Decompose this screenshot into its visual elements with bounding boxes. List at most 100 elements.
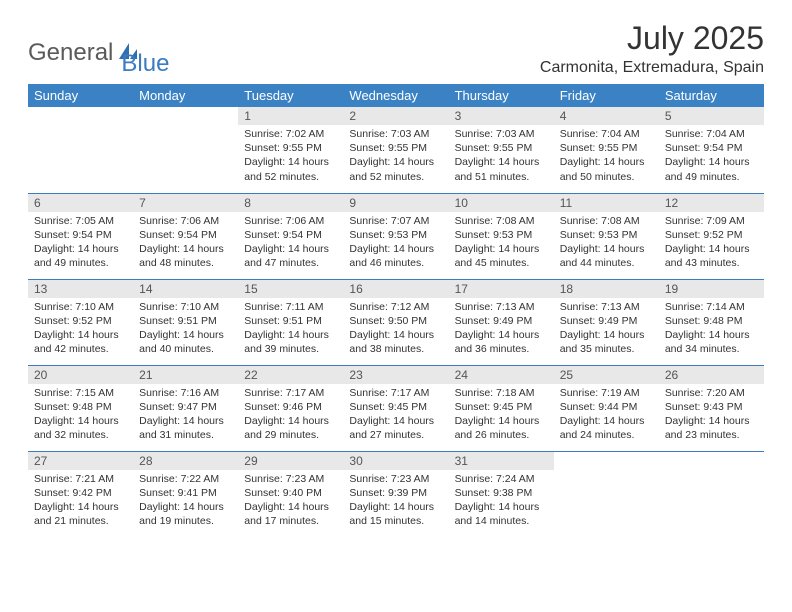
day-details: Sunrise: 7:10 AMSunset: 9:51 PMDaylight:… — [133, 298, 238, 361]
day-number: 31 — [449, 452, 554, 470]
day-number: 10 — [449, 194, 554, 212]
calendar-cell: 19Sunrise: 7:14 AMSunset: 9:48 PMDayligh… — [659, 279, 764, 365]
header: General Blue July 2025 Carmonita, Extrem… — [28, 20, 764, 78]
day-number: 1 — [238, 107, 343, 125]
day-details: Sunrise: 7:11 AMSunset: 9:51 PMDaylight:… — [238, 298, 343, 361]
logo-text-general: General — [28, 39, 113, 67]
calendar-table: Sunday Monday Tuesday Wednesday Thursday… — [28, 84, 764, 537]
day-details: Sunrise: 7:10 AMSunset: 9:52 PMDaylight:… — [28, 298, 133, 361]
day-number: 26 — [659, 366, 764, 384]
calendar-row: 20Sunrise: 7:15 AMSunset: 9:48 PMDayligh… — [28, 365, 764, 451]
weekday-wednesday: Wednesday — [343, 84, 448, 107]
calendar-cell — [133, 107, 238, 193]
calendar-cell: 1Sunrise: 7:02 AMSunset: 9:55 PMDaylight… — [238, 107, 343, 193]
weekday-saturday: Saturday — [659, 84, 764, 107]
day-details: Sunrise: 7:23 AMSunset: 9:40 PMDaylight:… — [238, 470, 343, 533]
day-details: Sunrise: 7:22 AMSunset: 9:41 PMDaylight:… — [133, 470, 238, 533]
calendar-cell: 20Sunrise: 7:15 AMSunset: 9:48 PMDayligh… — [28, 365, 133, 451]
weekday-monday: Monday — [133, 84, 238, 107]
day-number: 29 — [238, 452, 343, 470]
day-number: 15 — [238, 280, 343, 298]
calendar-cell: 13Sunrise: 7:10 AMSunset: 9:52 PMDayligh… — [28, 279, 133, 365]
day-number: 19 — [659, 280, 764, 298]
day-number: 30 — [343, 452, 448, 470]
calendar-cell: 11Sunrise: 7:08 AMSunset: 9:53 PMDayligh… — [554, 193, 659, 279]
day-number: 16 — [343, 280, 448, 298]
month-title: July 2025 — [540, 20, 764, 57]
day-details: Sunrise: 7:02 AMSunset: 9:55 PMDaylight:… — [238, 125, 343, 188]
calendar-cell: 4Sunrise: 7:04 AMSunset: 9:55 PMDaylight… — [554, 107, 659, 193]
day-details: Sunrise: 7:09 AMSunset: 9:52 PMDaylight:… — [659, 212, 764, 275]
calendar-row: 27Sunrise: 7:21 AMSunset: 9:42 PMDayligh… — [28, 451, 764, 537]
calendar-cell: 7Sunrise: 7:06 AMSunset: 9:54 PMDaylight… — [133, 193, 238, 279]
calendar-cell: 30Sunrise: 7:23 AMSunset: 9:39 PMDayligh… — [343, 451, 448, 537]
day-details: Sunrise: 7:03 AMSunset: 9:55 PMDaylight:… — [449, 125, 554, 188]
calendar-cell: 2Sunrise: 7:03 AMSunset: 9:55 PMDaylight… — [343, 107, 448, 193]
calendar-cell: 26Sunrise: 7:20 AMSunset: 9:43 PMDayligh… — [659, 365, 764, 451]
calendar-row: 1Sunrise: 7:02 AMSunset: 9:55 PMDaylight… — [28, 107, 764, 193]
weekday-tuesday: Tuesday — [238, 84, 343, 107]
logo: General Blue — [28, 20, 169, 78]
calendar-cell: 16Sunrise: 7:12 AMSunset: 9:50 PMDayligh… — [343, 279, 448, 365]
day-details: Sunrise: 7:04 AMSunset: 9:55 PMDaylight:… — [554, 125, 659, 188]
day-number: 12 — [659, 194, 764, 212]
day-details: Sunrise: 7:13 AMSunset: 9:49 PMDaylight:… — [554, 298, 659, 361]
day-number: 17 — [449, 280, 554, 298]
day-number: 18 — [554, 280, 659, 298]
calendar-cell — [28, 107, 133, 193]
day-number: 23 — [343, 366, 448, 384]
day-number: 14 — [133, 280, 238, 298]
day-number: 27 — [28, 452, 133, 470]
calendar-cell: 24Sunrise: 7:18 AMSunset: 9:45 PMDayligh… — [449, 365, 554, 451]
calendar-row: 6Sunrise: 7:05 AMSunset: 9:54 PMDaylight… — [28, 193, 764, 279]
calendar-cell: 28Sunrise: 7:22 AMSunset: 9:41 PMDayligh… — [133, 451, 238, 537]
day-number: 21 — [133, 366, 238, 384]
day-details: Sunrise: 7:05 AMSunset: 9:54 PMDaylight:… — [28, 212, 133, 275]
day-number: 11 — [554, 194, 659, 212]
location: Carmonita, Extremadura, Spain — [540, 59, 764, 77]
calendar-cell: 12Sunrise: 7:09 AMSunset: 9:52 PMDayligh… — [659, 193, 764, 279]
calendar-cell: 17Sunrise: 7:13 AMSunset: 9:49 PMDayligh… — [449, 279, 554, 365]
day-details: Sunrise: 7:14 AMSunset: 9:48 PMDaylight:… — [659, 298, 764, 361]
calendar-cell — [659, 451, 764, 537]
calendar-cell: 31Sunrise: 7:24 AMSunset: 9:38 PMDayligh… — [449, 451, 554, 537]
day-details: Sunrise: 7:03 AMSunset: 9:55 PMDaylight:… — [343, 125, 448, 188]
day-details: Sunrise: 7:20 AMSunset: 9:43 PMDaylight:… — [659, 384, 764, 447]
day-number: 3 — [449, 107, 554, 125]
day-number: 2 — [343, 107, 448, 125]
calendar-cell: 15Sunrise: 7:11 AMSunset: 9:51 PMDayligh… — [238, 279, 343, 365]
calendar-cell: 29Sunrise: 7:23 AMSunset: 9:40 PMDayligh… — [238, 451, 343, 537]
calendar-cell: 5Sunrise: 7:04 AMSunset: 9:54 PMDaylight… — [659, 107, 764, 193]
day-number: 9 — [343, 194, 448, 212]
day-details: Sunrise: 7:17 AMSunset: 9:46 PMDaylight:… — [238, 384, 343, 447]
calendar-cell: 9Sunrise: 7:07 AMSunset: 9:53 PMDaylight… — [343, 193, 448, 279]
day-details: Sunrise: 7:19 AMSunset: 9:44 PMDaylight:… — [554, 384, 659, 447]
day-number: 24 — [449, 366, 554, 384]
calendar-cell: 21Sunrise: 7:16 AMSunset: 9:47 PMDayligh… — [133, 365, 238, 451]
day-details: Sunrise: 7:18 AMSunset: 9:45 PMDaylight:… — [449, 384, 554, 447]
day-number: 13 — [28, 280, 133, 298]
calendar-row: 13Sunrise: 7:10 AMSunset: 9:52 PMDayligh… — [28, 279, 764, 365]
day-number: 7 — [133, 194, 238, 212]
day-number: 28 — [133, 452, 238, 470]
calendar-cell: 18Sunrise: 7:13 AMSunset: 9:49 PMDayligh… — [554, 279, 659, 365]
calendar-cell: 8Sunrise: 7:06 AMSunset: 9:54 PMDaylight… — [238, 193, 343, 279]
day-details: Sunrise: 7:24 AMSunset: 9:38 PMDaylight:… — [449, 470, 554, 533]
day-number: 5 — [659, 107, 764, 125]
day-details: Sunrise: 7:12 AMSunset: 9:50 PMDaylight:… — [343, 298, 448, 361]
day-details: Sunrise: 7:21 AMSunset: 9:42 PMDaylight:… — [28, 470, 133, 533]
day-number: 20 — [28, 366, 133, 384]
day-number: 6 — [28, 194, 133, 212]
calendar-cell: 10Sunrise: 7:08 AMSunset: 9:53 PMDayligh… — [449, 193, 554, 279]
day-details: Sunrise: 7:08 AMSunset: 9:53 PMDaylight:… — [449, 212, 554, 275]
weekday-friday: Friday — [554, 84, 659, 107]
day-details: Sunrise: 7:17 AMSunset: 9:45 PMDaylight:… — [343, 384, 448, 447]
day-details: Sunrise: 7:13 AMSunset: 9:49 PMDaylight:… — [449, 298, 554, 361]
day-details: Sunrise: 7:06 AMSunset: 9:54 PMDaylight:… — [133, 212, 238, 275]
calendar-cell: 22Sunrise: 7:17 AMSunset: 9:46 PMDayligh… — [238, 365, 343, 451]
weekday-sunday: Sunday — [28, 84, 133, 107]
weekday-thursday: Thursday — [449, 84, 554, 107]
calendar-cell: 27Sunrise: 7:21 AMSunset: 9:42 PMDayligh… — [28, 451, 133, 537]
calendar-cell: 25Sunrise: 7:19 AMSunset: 9:44 PMDayligh… — [554, 365, 659, 451]
day-number: 4 — [554, 107, 659, 125]
